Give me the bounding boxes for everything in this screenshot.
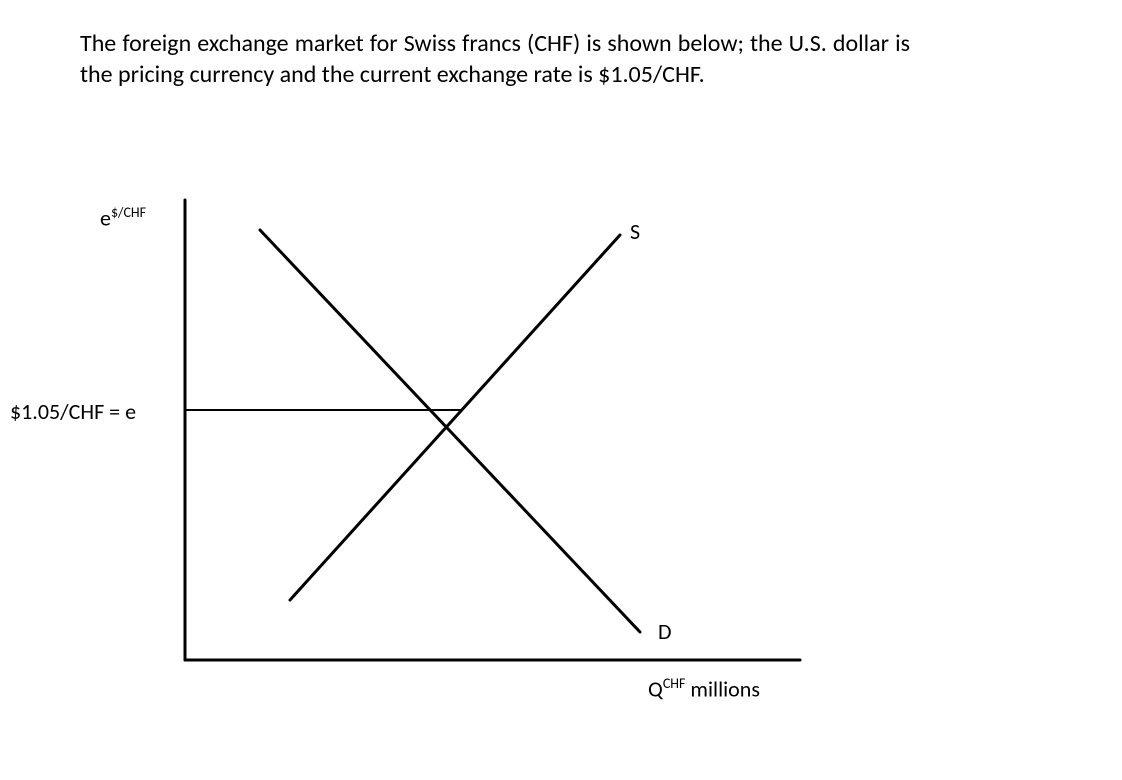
y-axis-label-base: e — [100, 204, 111, 231]
intro-paragraph: The foreign exchange market for Swiss fr… — [80, 28, 910, 90]
x-axis-label-superscript: CHF — [663, 675, 686, 692]
demand-curve-label: D — [658, 618, 672, 645]
equilibrium-price-label: $1.05/CHF = e — [10, 398, 136, 425]
page: The foreign exchange market for Swiss fr… — [0, 0, 1122, 780]
forex-chart: e$/CHF $1.05/CHF = e S D QCHF millions — [0, 170, 900, 730]
x-axis-label-units: millions — [685, 675, 760, 702]
x-axis-label-base: Q — [648, 675, 663, 702]
supply-curve-label: S — [630, 218, 640, 245]
chart-svg — [0, 170, 900, 730]
y-axis-label-superscript: $/CHF — [111, 204, 146, 221]
x-axis-label: QCHF millions — [648, 675, 760, 702]
supply-curve — [290, 235, 620, 600]
y-axis-label: e$/CHF — [100, 204, 146, 231]
